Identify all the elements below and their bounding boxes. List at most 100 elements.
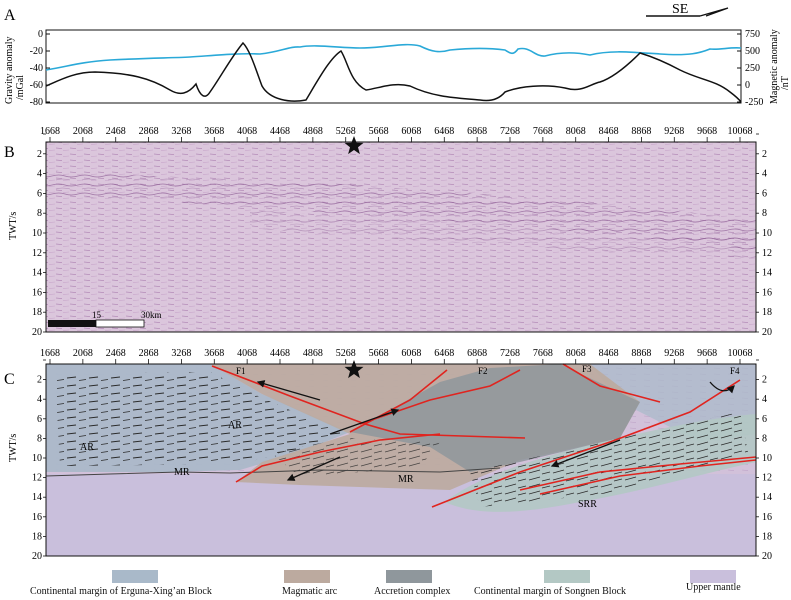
cdp-tick-label: 8068 — [566, 126, 586, 137]
legend-label-erguna: Continental margin of Erguna-Xing’an Blo… — [30, 586, 212, 597]
cdp-tick-label: 9268 — [664, 126, 684, 137]
gravity-tick-label: -80 — [30, 97, 43, 108]
twt-tick-label: 10 — [32, 228, 42, 239]
cdp-tick-label: 4068 — [237, 126, 257, 137]
cdp-tick-label: 4868 — [303, 126, 323, 137]
cdp-tick-label: 7668 — [533, 348, 553, 359]
twt-tick-label: 4 — [37, 169, 42, 180]
cdp-tick-label: 3268 — [171, 126, 191, 137]
panel-c-interpretation: C 1668 2068 2468 2868 3268 3668 4068 4468 4868 52… — [4, 348, 772, 562]
legend-item-accretion: Accretion complex — [374, 570, 484, 598]
panel-c-y-axis-right: 2 4 6 8 10 12 14 16 18 20 — [756, 359, 772, 562]
cdp-tick-label: 3268 — [171, 348, 191, 359]
twt-tick-label: 12 — [762, 473, 772, 484]
panel-c-y-axis-left: 2 4 6 8 10 12 14 16 18 20 — [32, 359, 46, 562]
scale-bar-mid-label: 15 — [92, 310, 102, 320]
cdp-tick-label: 1668 — [40, 348, 60, 359]
gravity-anomaly-curve — [45, 41, 742, 103]
cdp-tick-label: 2868 — [139, 126, 159, 137]
magnetic-anomaly-curve — [45, 43, 742, 71]
twt-tick-label: 14 — [762, 492, 772, 503]
legend-swatch-magmatic-arc — [284, 570, 330, 583]
twt-tick-label: 2 — [762, 149, 767, 160]
cdp-tick-label: 5668 — [369, 348, 389, 359]
gravity-tick-label: -60 — [30, 80, 43, 91]
cdp-tick-label: 9668 — [697, 126, 717, 137]
panel-a-letter: A — [4, 7, 16, 24]
legend-label-upper-mantle: Upper mantle — [686, 582, 741, 593]
cdp-tick-label: 10068 — [728, 348, 753, 359]
motion-arrows — [256, 380, 735, 481]
magnetic-tick-label: -250 — [745, 97, 763, 108]
twt-tick-label: 18 — [762, 307, 772, 318]
legend-item-upper-mantle: Upper mantle — [680, 570, 780, 598]
locality-label: Handaqi — [443, 111, 477, 112]
cdp-tick-label: 6468 — [434, 348, 454, 359]
cdp-tick-label: 7268 — [500, 126, 520, 137]
twt-tick-label: 14 — [32, 268, 42, 279]
twt-tick-label: 10 — [32, 453, 42, 464]
locality-label: Huolongmen — [544, 111, 596, 112]
gravity-axis: 0 -20 -40 -60 -80 — [30, 29, 50, 108]
panel-b-letter: B — [4, 144, 15, 161]
legend-item-songnen: Continental margin of Songnen Block — [474, 570, 664, 598]
gravity-tick-label: -40 — [30, 63, 43, 74]
twt-tick-label: 6 — [37, 188, 42, 199]
twt-tick-label: 8 — [762, 208, 767, 219]
twt-tick-label: 18 — [32, 531, 42, 542]
direction-indicator: SE — [646, 2, 729, 17]
scale-bar: 15 30km — [48, 310, 162, 328]
unit-label-mr-2: MR — [398, 474, 414, 485]
cdp-tick-label: 6868 — [467, 348, 487, 359]
unit-labels: AR AR MR MR SRR — [80, 420, 597, 510]
twt-tick-label: 20 — [762, 327, 772, 338]
fault-label-f1: F1 — [236, 366, 246, 376]
panel-a-frame — [45, 29, 742, 104]
twt-tick-label: 16 — [762, 287, 772, 298]
reflector-pattern-west — [55, 372, 345, 466]
gravity-axis-label: Gravity anomaly /mGal — [4, 34, 26, 104]
panel-b-y-label: TWT/s — [8, 212, 19, 240]
panel-c-y-label: TWT/s — [8, 434, 19, 462]
fault-labels: F1 F2 F3 F4 — [236, 364, 740, 376]
cdp-tick-label: 6868 — [467, 126, 487, 137]
twt-tick-label: 20 — [32, 551, 42, 562]
reflector-pattern-arc — [270, 438, 440, 477]
fault-label-f2: F2 — [478, 366, 488, 376]
cdp-tick-label: 10068 — [728, 126, 753, 137]
fault-label-f3: F3 — [582, 364, 592, 374]
scale-bar-end-label: 30km — [141, 310, 162, 320]
cdp-tick-label: 7668 — [533, 126, 553, 137]
twt-tick-label: 2 — [762, 375, 767, 386]
twt-tick-label: 8 — [762, 433, 767, 444]
cdp-tick-label: 5268 — [336, 348, 356, 359]
panel-b-x-axis: 1668 2068 2468 2868 3268 3668 4068 4468 4868 5268… — [40, 126, 753, 142]
cdp-tick-label: 5668 — [369, 126, 389, 137]
twt-tick-label: 6 — [762, 188, 767, 199]
twt-tick-label: 10 — [762, 228, 772, 239]
direction-label: SE — [672, 2, 688, 17]
unit-label-ar-2: AR — [80, 442, 94, 453]
unit-label-srr: SRR — [578, 499, 597, 510]
twt-tick-label: 20 — [32, 327, 42, 338]
panel-b-y-axis-right: 2 4 6 8 10 12 14 16 18 20 — [756, 133, 772, 338]
cdp-tick-label: 3668 — [204, 348, 224, 359]
fault-lines — [211, 363, 757, 508]
legend-swatch-songnen — [544, 570, 590, 583]
cdp-tick-label: 2068 — [73, 126, 93, 137]
cdp-tick-label: 4468 — [270, 348, 290, 359]
cdp-tick-label: 2868 — [139, 348, 159, 359]
cdp-tick-label: 2468 — [106, 348, 126, 359]
twt-tick-label: 4 — [37, 394, 42, 405]
panel-c-frame — [45, 363, 757, 557]
gravity-tick-label: -20 — [30, 46, 43, 57]
twt-tick-label: 16 — [32, 287, 42, 298]
panel-b-seismic-section: B 1668 2068 2468 2868 3268 3668 4068 4468 4868 52… — [4, 126, 772, 338]
magnetic-tick-label: 250 — [745, 63, 760, 74]
legend-swatch-erguna — [112, 570, 158, 583]
twt-tick-label: 2 — [37, 149, 42, 160]
reflector-pattern-east — [470, 412, 748, 507]
panel-c-x-axis: 1668 2068 2468 2868 3268 3668 4068 4468 4868 5268… — [40, 348, 753, 364]
legend-label-magmatic-arc: Magmatic arc — [282, 586, 338, 597]
cdp-tick-label: 8068 — [566, 348, 586, 359]
